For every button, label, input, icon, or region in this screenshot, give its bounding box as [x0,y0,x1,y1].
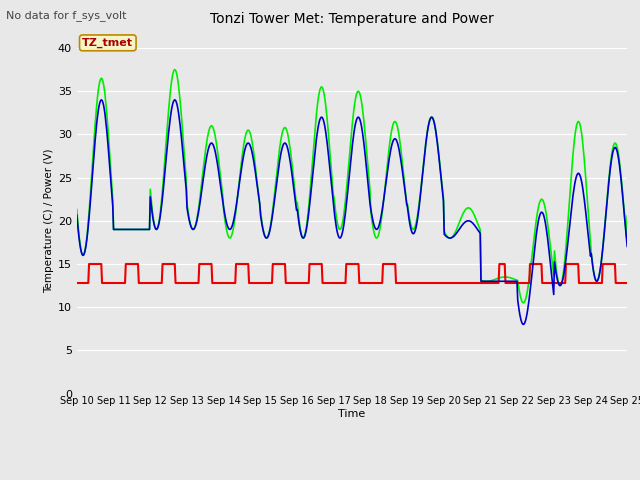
Panel T [436,159,444,165]
Text: TZ_tmet: TZ_tmet [83,38,133,48]
Air T [171,97,179,103]
Legend: Panel T, Battery V, Air T: Panel T, Battery V, Air T [217,476,487,480]
Battery V [420,280,428,286]
Battery V [140,280,148,286]
Air T [225,226,233,232]
Text: No data for f_sys_volt: No data for f_sys_volt [6,11,127,22]
Air T [420,161,428,167]
Air T [83,237,91,243]
Panel T [420,160,428,166]
Air T [140,227,147,232]
Panel T [196,194,204,200]
Panel T [225,235,233,240]
Battery V [623,280,631,286]
Panel T [73,206,81,212]
Battery V [436,280,444,286]
Text: Tonzi Tower Met: Temperature and Power: Tonzi Tower Met: Temperature and Power [210,12,494,26]
Air T [73,212,81,218]
Air T [519,322,527,327]
Panel T [623,213,631,219]
Battery V [83,280,91,286]
Y-axis label: Temperature (C) / Power (V): Temperature (C) / Power (V) [44,148,54,293]
Battery V [225,280,233,286]
Air T [623,243,631,249]
Line: Air T: Air T [77,100,627,324]
Line: Panel T: Panel T [77,70,627,303]
Panel T [83,235,91,241]
Air T [436,161,444,167]
Battery V [73,280,81,286]
Panel T [140,227,147,232]
Battery V [85,261,93,267]
Air T [196,200,204,205]
Panel T [519,300,527,306]
X-axis label: Time: Time [339,409,365,419]
Battery V [196,261,204,267]
Panel T [171,67,179,72]
Line: Battery V: Battery V [77,264,627,283]
